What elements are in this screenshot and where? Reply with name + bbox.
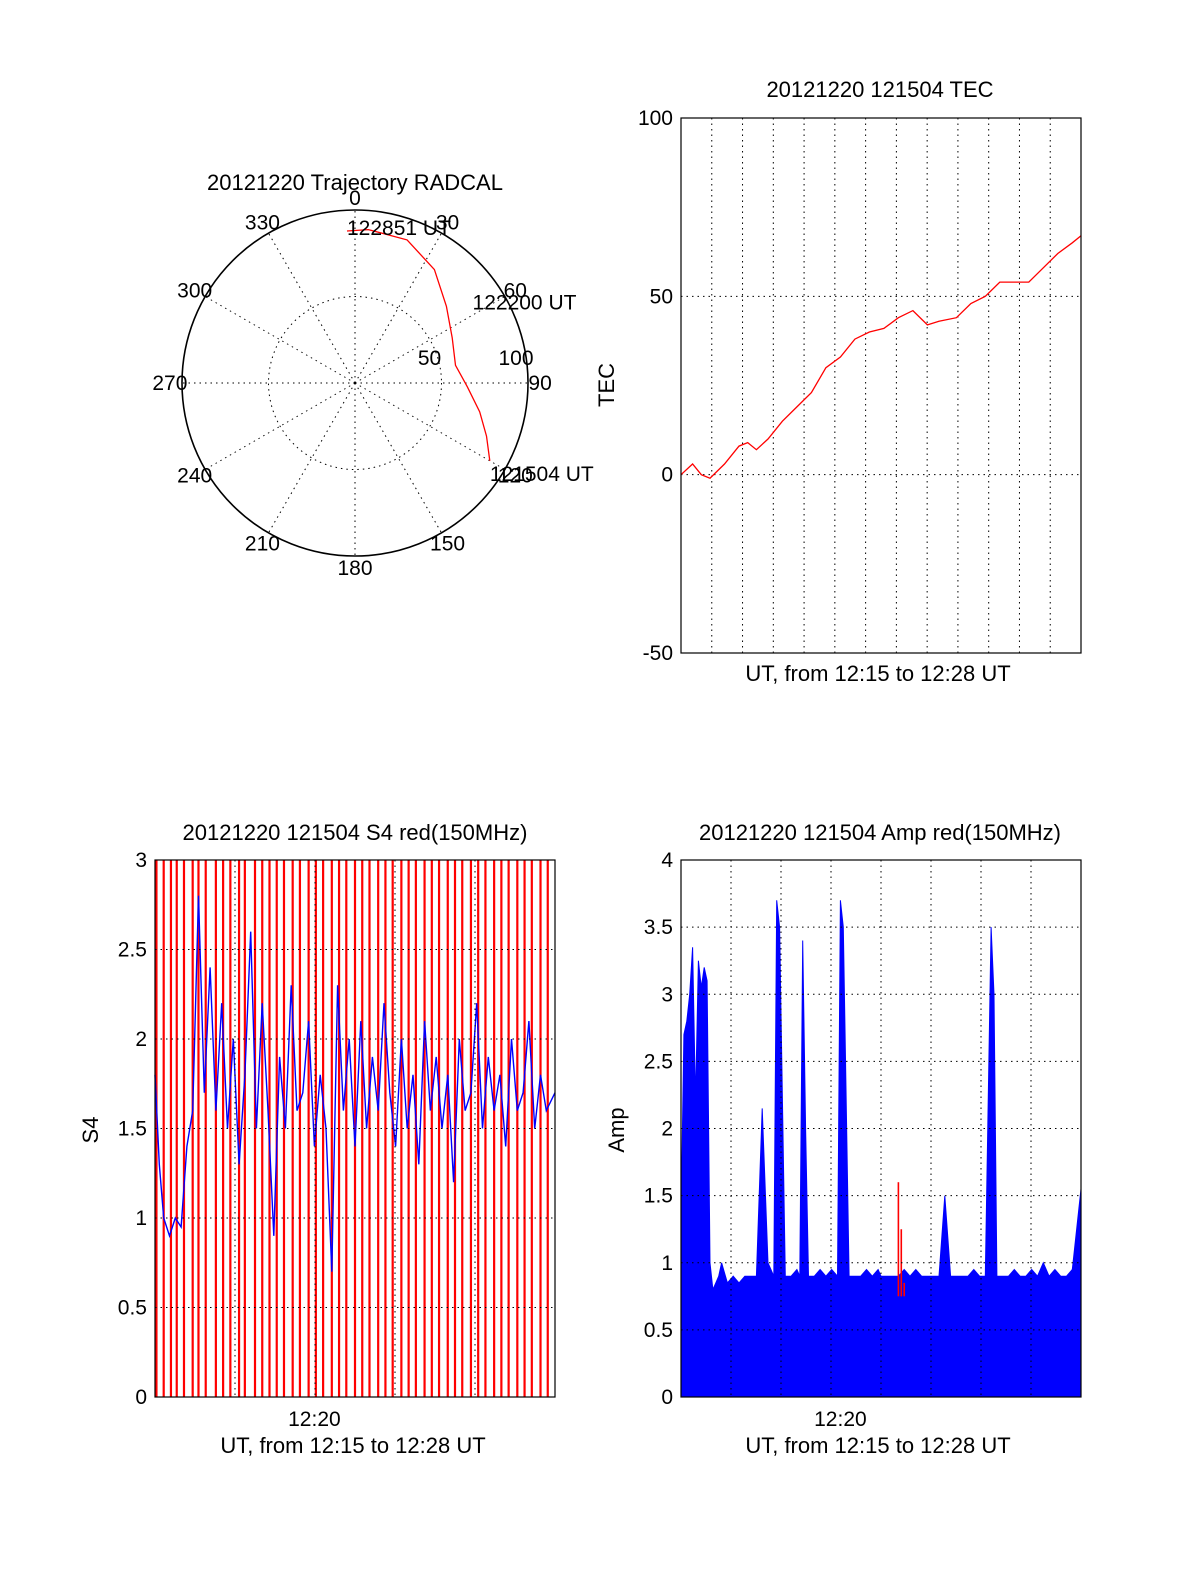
polar-trajectory-line: [346, 228, 491, 461]
polar-radial-ticks: 50 100: [418, 347, 534, 370]
polar-azimuth-tick: 30: [436, 212, 459, 235]
amp-x-tick: 12:20: [814, 1408, 867, 1431]
amp-y-label: Amp: [604, 1107, 629, 1152]
polar-grid: [181, 209, 529, 557]
amp-y-tick: 3.5: [644, 916, 673, 939]
tec-y-tick: -50: [643, 642, 673, 665]
s4-series: [154, 860, 556, 1397]
s4-blue-line: [154, 895, 556, 1272]
polar-spoke-330: [268, 232, 356, 384]
trajectory-polar-panel: 20121220 Trajectory RADCAL 0 30 60 90 120 150…: [152, 170, 594, 580]
s4-y-tick: 3: [135, 849, 147, 872]
amp-grid: [681, 860, 1081, 1397]
polar-spoke-210: [268, 382, 356, 534]
polar-inner-circle: [268, 296, 442, 470]
polar-azimuth-tick: 210: [245, 532, 280, 555]
s4-y-tick: 0.5: [118, 1297, 147, 1320]
amp-y-tick: 3: [661, 983, 673, 1006]
polar-azimuth-tick: 270: [152, 372, 187, 395]
polar-annotation: 122200 UT: [473, 291, 577, 314]
polar-spoke-120: [354, 382, 506, 470]
tec-frame: [680, 117, 1082, 654]
s4-y-tick: 2.5: [118, 939, 147, 962]
polar-annotations: 122851 UT 122200 UT 121504 UT: [347, 217, 594, 486]
amp-x-ticks: 12:20: [814, 1408, 867, 1431]
polar-radial-tick: 100: [498, 347, 533, 370]
tec-panel: 20121220 121504 TEC -50 0 50 100 TEC UT, fr…: [594, 77, 1082, 686]
amp-y-tick: 2: [661, 1118, 673, 1141]
s4-title: 20121220 121504 S4 red(150MHz): [183, 820, 528, 845]
tec-series: [680, 235, 1082, 479]
polar-azimuth-tick: 0: [349, 187, 361, 210]
tec-line: [680, 235, 1082, 479]
tec-y-ticks: -50 0 50 100: [638, 107, 673, 665]
tec-title: 20121220 121504 TEC: [766, 77, 993, 102]
s4-x-ticks: 12:20: [288, 1408, 341, 1431]
amp-y-tick: 0.5: [644, 1319, 673, 1342]
amp-y-tick: 0: [661, 1386, 673, 1409]
s4-frame: [154, 859, 556, 1398]
s4-x-label: UT, from 12:15 to 12:28 UT: [220, 1433, 485, 1458]
polar-azimuth-tick: 180: [337, 557, 372, 580]
amp-x-label: UT, from 12:15 to 12:28 UT: [745, 1433, 1010, 1458]
amp-y-tick: 1.5: [644, 1185, 673, 1208]
polar-azimuth-tick: 240: [177, 465, 212, 488]
s4-y-tick: 0: [135, 1386, 147, 1409]
polar-title: 20121220 Trajectory RADCAL: [207, 170, 503, 195]
amp-frame: [680, 859, 1082, 1398]
tec-x-label: UT, from 12:15 to 12:28 UT: [745, 661, 1010, 686]
polar-azimuth-ticks: 0 30 60 90 120 150 180 210 240 270 300 330: [152, 187, 551, 580]
polar-azimuth-tick: 90: [528, 372, 551, 395]
polar-annotation: 122851 UT: [347, 217, 451, 240]
amp-title: 20121220 121504 Amp red(150MHz): [699, 820, 1061, 845]
s4-y-tick: 1.5: [118, 1118, 147, 1141]
amp-y-ticks: 0 0.5 1 1.5 2 2.5 3 3.5 4: [644, 849, 674, 1409]
amp-y-tick: 1: [661, 1252, 673, 1275]
tec-grid: [681, 118, 1081, 653]
polar-trajectory-series: [346, 228, 491, 461]
polar-spoke-30: [354, 232, 442, 384]
polar-spoke-240: [204, 382, 356, 470]
amp-y-tick: 2.5: [644, 1050, 673, 1073]
s4-panel: 20121220 121504 S4 red(150MHz) 0 0.5 1 1.5 2…: [78, 820, 556, 1458]
polar-annotation: 121504 UT: [490, 463, 594, 486]
s4-grid: [155, 860, 555, 1397]
tec-y-label: TEC: [594, 363, 619, 407]
s4-y-ticks: 0 0.5 1 1.5 2 2.5 3: [118, 849, 147, 1409]
polar-spoke-150: [354, 382, 442, 534]
amp-y-tick: 4: [661, 849, 673, 872]
s4-y-tick: 1: [135, 1207, 147, 1230]
polar-outer-circle: [181, 209, 529, 557]
tec-y-tick: 50: [650, 285, 673, 308]
tec-y-tick: 100: [638, 107, 673, 130]
polar-azimuth-tick: 150: [430, 532, 465, 555]
polar-spoke-60: [354, 296, 506, 384]
tec-y-tick: 0: [661, 464, 673, 487]
polar-radial-tick: 50: [418, 347, 441, 370]
s4-x-tick: 12:20: [288, 1408, 341, 1431]
polar-azimuth-tick: 60: [504, 279, 527, 302]
s4-y-label: S4: [78, 1117, 103, 1144]
polar-azimuth-tick: 300: [177, 279, 212, 302]
s4-y-tick: 2: [135, 1028, 147, 1051]
polar-spoke-300: [204, 296, 356, 384]
polar-azimuth-tick: 330: [245, 212, 280, 235]
polar-azimuth-tick: 120: [498, 465, 533, 488]
amp-panel: 20121220 121504 Amp red(150MHz) 0 0.5 1 1.5…: [604, 820, 1082, 1458]
